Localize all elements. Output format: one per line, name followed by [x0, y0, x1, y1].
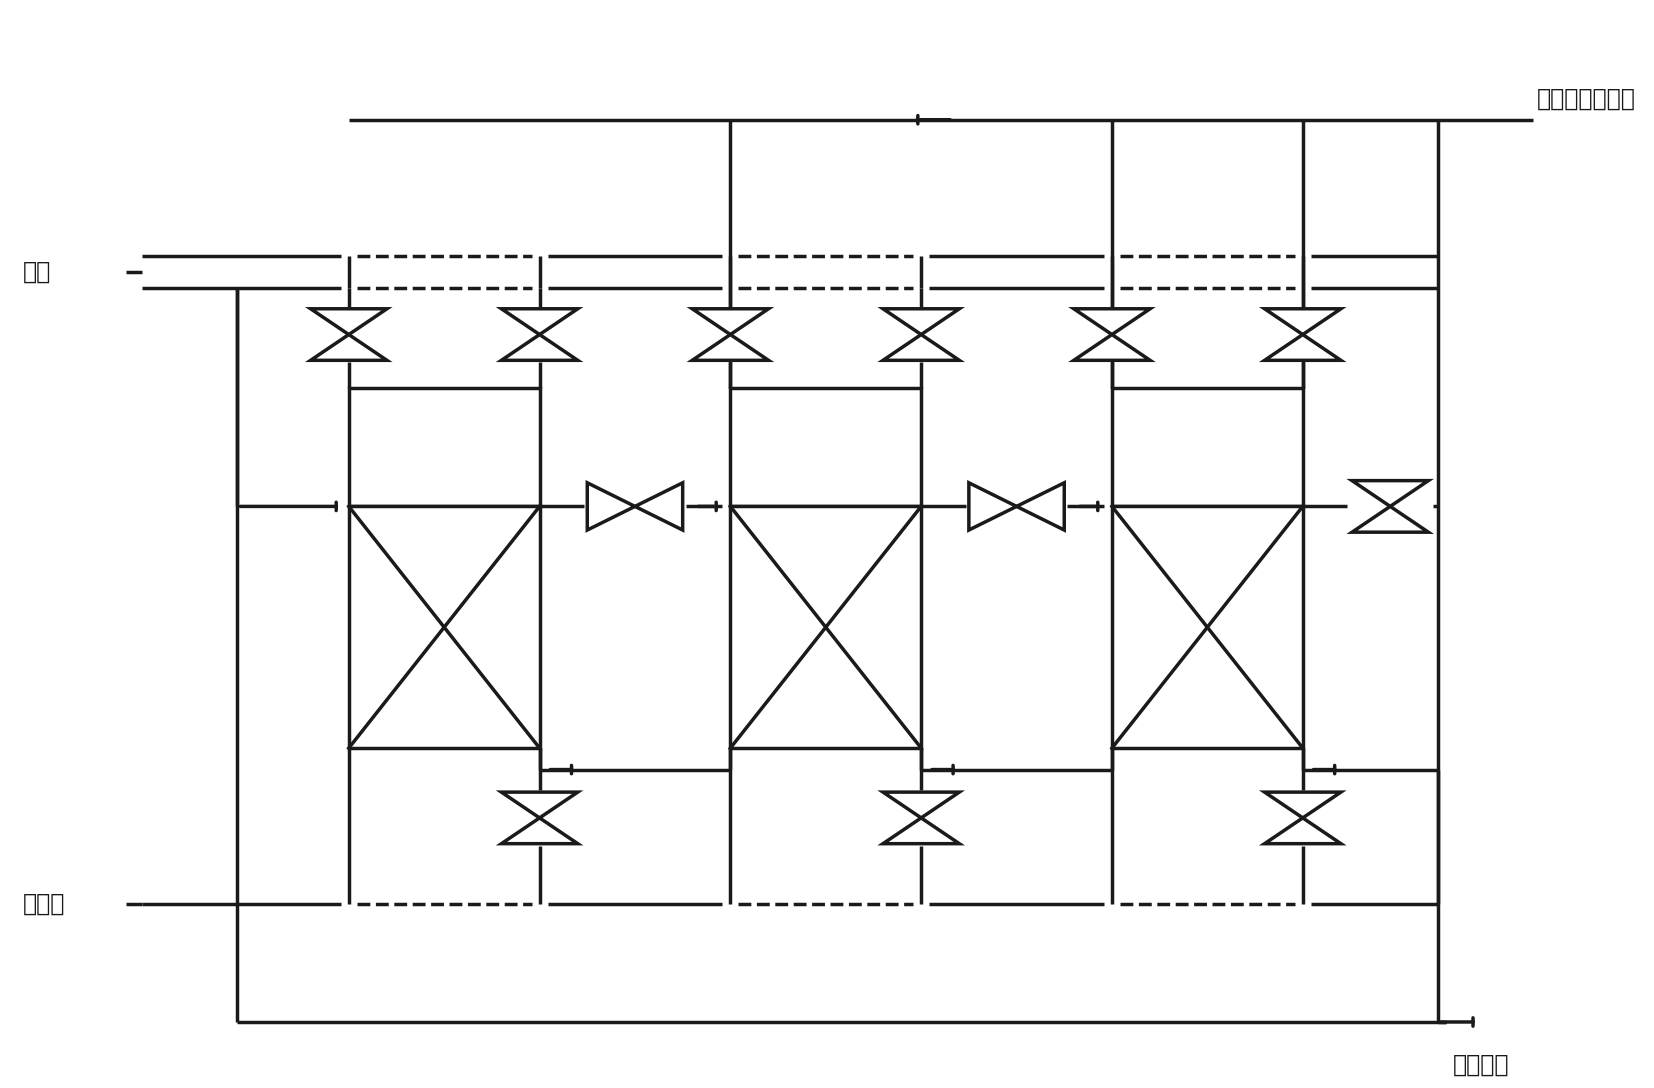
Polygon shape: [1265, 818, 1341, 843]
Polygon shape: [1351, 506, 1429, 532]
Bar: [1111, 506, 1303, 749]
Bar: [731, 388, 921, 506]
Polygon shape: [1351, 481, 1429, 506]
Polygon shape: [883, 334, 959, 360]
Polygon shape: [883, 309, 959, 334]
Polygon shape: [587, 483, 635, 530]
Text: 烟气: 烟气: [23, 260, 51, 284]
Bar: [349, 506, 539, 749]
Text: 净化气: 净化气: [23, 892, 65, 916]
Polygon shape: [501, 792, 577, 818]
Polygon shape: [883, 818, 959, 843]
Polygon shape: [1073, 309, 1150, 334]
Polygon shape: [311, 309, 387, 334]
Polygon shape: [1073, 334, 1150, 360]
Polygon shape: [1017, 483, 1064, 530]
Polygon shape: [693, 334, 769, 360]
Polygon shape: [501, 818, 577, 843]
Polygon shape: [1265, 792, 1341, 818]
Polygon shape: [1265, 309, 1341, 334]
Polygon shape: [311, 334, 387, 360]
Polygon shape: [501, 309, 577, 334]
Bar: [1111, 388, 1303, 506]
Bar: [349, 388, 539, 506]
Polygon shape: [969, 483, 1017, 530]
Polygon shape: [635, 483, 683, 530]
Text: 再生产物: 再生产物: [1452, 1053, 1508, 1077]
Polygon shape: [883, 792, 959, 818]
Polygon shape: [693, 309, 769, 334]
Bar: [731, 506, 921, 749]
Polygon shape: [501, 334, 577, 360]
Text: 热水或惰性气体: 热水或惰性气体: [1537, 87, 1636, 111]
Polygon shape: [1265, 334, 1341, 360]
